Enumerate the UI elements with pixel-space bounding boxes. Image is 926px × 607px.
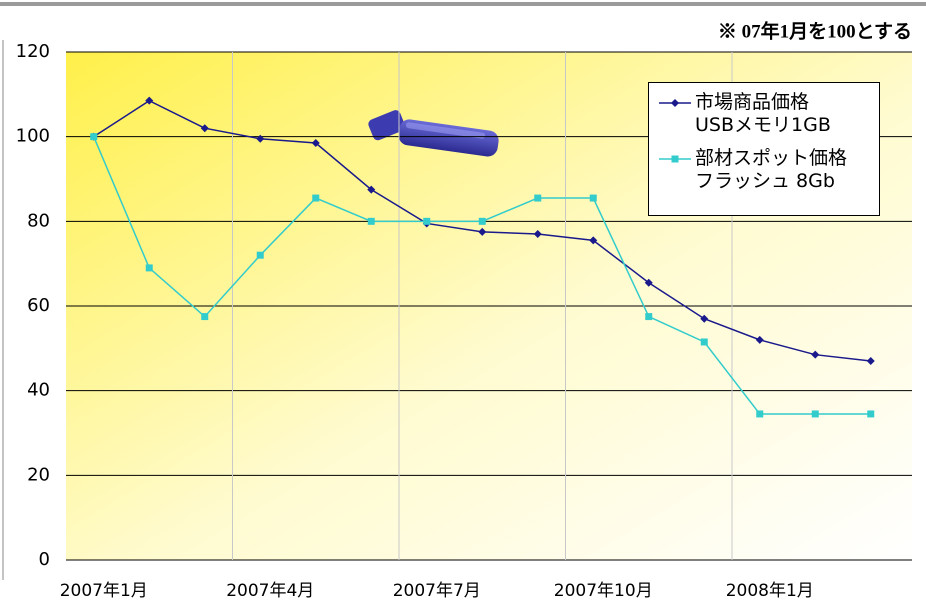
y-tick-label: 60 (27, 295, 50, 316)
legend: 市場商品価格 USBメモリ1GB 部材スポット価格 フラッシュ 8Gb (648, 82, 880, 216)
marker (257, 252, 264, 259)
marker (312, 195, 319, 202)
note: ※ 07年1月を100とする (718, 19, 912, 42)
x-tick-label: 2007年7月 (393, 581, 481, 601)
marker (146, 264, 153, 271)
marker (812, 410, 819, 417)
top-bar (0, 2, 926, 6)
marker (534, 195, 541, 202)
legend-key (655, 91, 695, 115)
y-tick-label: 100 (16, 126, 50, 147)
y-tick-label: 40 (27, 380, 50, 401)
marker (201, 313, 208, 320)
marker (701, 338, 708, 345)
marker (423, 218, 430, 225)
x-tick-label: 2008年1月 (726, 581, 814, 601)
marker (368, 218, 375, 225)
marker (479, 218, 486, 225)
y-tick-label: 80 (27, 210, 50, 231)
page: {"chart_data": {"type": "line", "note": … (0, 0, 926, 607)
marker (867, 410, 874, 417)
marker (645, 313, 652, 320)
x-tick-label: 2007年4月 (226, 581, 314, 601)
y-tick-label: 20 (27, 464, 50, 485)
marker (590, 195, 597, 202)
legend-label: 市場商品価格 USBメモリ1GB (695, 91, 831, 137)
y-tick-label: 0 (39, 549, 50, 570)
legend-entry: 部材スポット価格 フラッシュ 8Gb (655, 147, 873, 193)
marker (756, 410, 763, 417)
legend-key (655, 147, 695, 171)
legend-entry: 市場商品価格 USBメモリ1GB (655, 91, 873, 137)
y-tick-label: 120 (16, 41, 50, 62)
x-tick-label: 2007年1月 (60, 581, 148, 601)
marker (90, 133, 97, 140)
legend-label: 部材スポット価格 フラッシュ 8Gb (695, 147, 847, 193)
x-tick-label: 2007年10月 (554, 581, 653, 601)
